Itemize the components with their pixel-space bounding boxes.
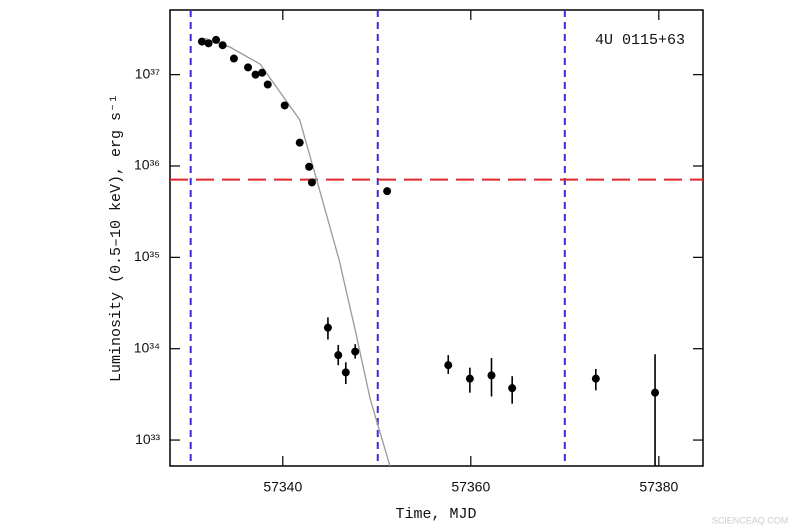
data-point <box>651 388 660 397</box>
y-axis-label: Luminosity (0.5–10 keV), erg s⁻¹ <box>108 94 125 382</box>
x-axis-label: Time, MJD <box>395 506 476 523</box>
plot-area <box>170 10 703 466</box>
annotation: 4U 0115+63 <box>595 32 685 49</box>
data-point <box>487 371 496 380</box>
data-point <box>341 368 350 377</box>
data-point <box>295 138 304 147</box>
data-point <box>251 70 260 79</box>
data-point <box>351 347 360 356</box>
y-tick-label: 10³⁵ <box>134 248 160 264</box>
data-point <box>444 361 453 370</box>
data-point <box>204 39 213 48</box>
y-tick-label: 10³⁴ <box>134 339 160 355</box>
x-tick-label: 57380 <box>639 479 678 495</box>
data-point <box>229 54 238 63</box>
data-point <box>383 187 392 196</box>
y-tick-label: 10³⁷ <box>135 65 160 81</box>
y-tick-label: 10³⁶ <box>134 157 160 173</box>
x-tick-label: 57360 <box>451 479 490 495</box>
data-point <box>508 384 517 393</box>
data-point <box>305 162 314 171</box>
data-point <box>212 35 221 44</box>
data-point <box>258 68 267 77</box>
data-point <box>197 37 206 46</box>
data-point <box>218 41 227 50</box>
plot-frame <box>169 9 704 467</box>
data-point <box>280 101 289 110</box>
data-point <box>307 178 316 187</box>
y-tick-label: 10³³ <box>135 431 160 447</box>
data-point <box>591 374 600 383</box>
model-curve <box>204 37 391 466</box>
x-tick-label: 57340 <box>263 479 302 495</box>
data-point <box>263 80 272 89</box>
data-point <box>244 63 253 72</box>
data-point <box>334 351 343 360</box>
watermark: SCIENCEAQ.COM <box>712 515 789 525</box>
data-point <box>323 323 332 332</box>
data-point <box>465 374 474 383</box>
